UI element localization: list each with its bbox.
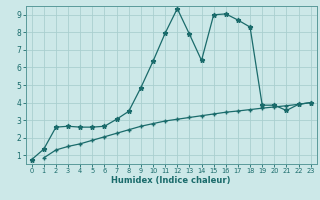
X-axis label: Humidex (Indice chaleur): Humidex (Indice chaleur) [111, 176, 231, 185]
